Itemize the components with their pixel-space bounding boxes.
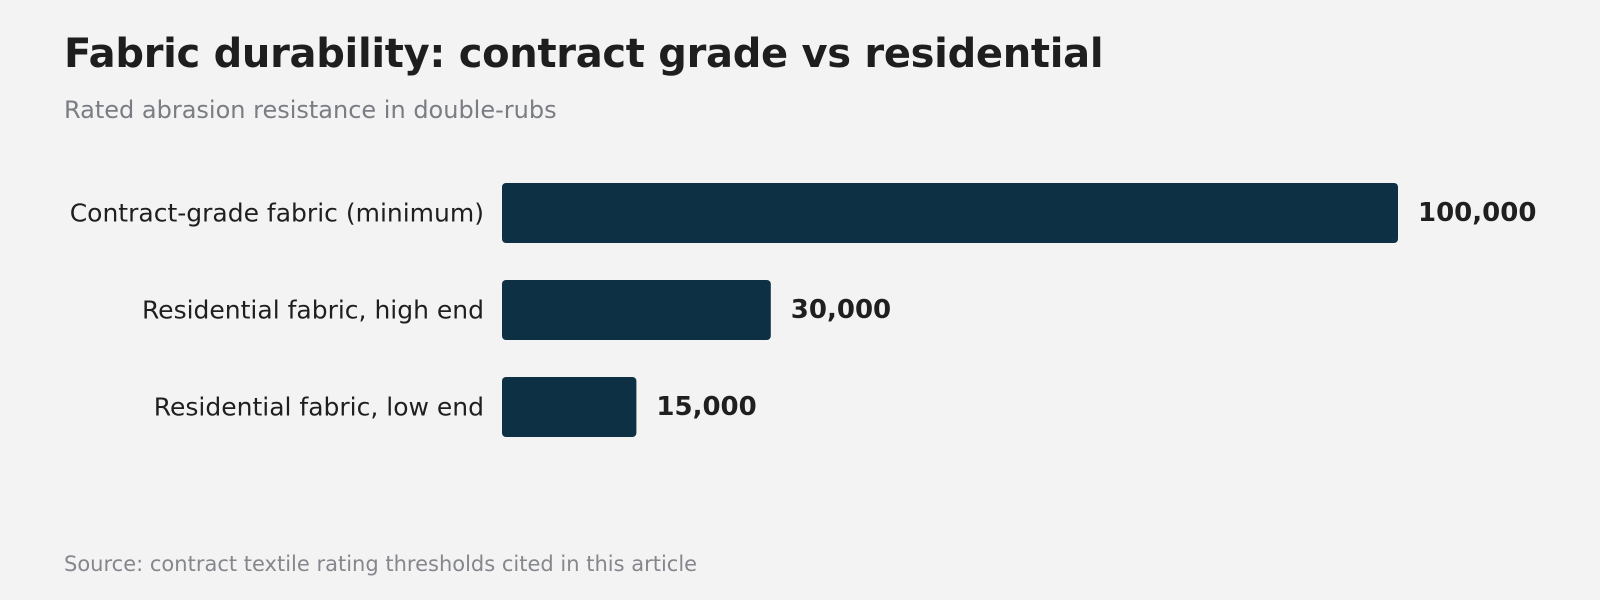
value-label: 30,000 bbox=[791, 295, 891, 325]
bar bbox=[502, 377, 637, 437]
value-label: 100,000 bbox=[1418, 198, 1536, 228]
bar-row: Contract-grade fabric (minimum) 100,000 bbox=[70, 183, 1536, 243]
bar bbox=[502, 280, 771, 340]
category-label: Residential fabric, low end bbox=[154, 393, 484, 422]
bar-row: Residential fabric, high end 30,000 bbox=[142, 280, 891, 340]
bar-row: Residential fabric, low end 15,000 bbox=[154, 377, 757, 437]
chart-subtitle: Rated abrasion resistance in double-rubs bbox=[64, 96, 557, 124]
category-label: Contract-grade fabric (minimum) bbox=[70, 199, 484, 228]
chart-title: Fabric durability: contract grade vs res… bbox=[64, 31, 1104, 77]
value-label: 15,000 bbox=[656, 392, 756, 422]
source-note: Source: contract textile rating threshol… bbox=[64, 552, 698, 576]
category-label: Residential fabric, high end bbox=[142, 296, 484, 325]
bar bbox=[502, 183, 1398, 243]
chart-rows: Contract-grade fabric (minimum) 100,000 Re… bbox=[70, 183, 1536, 437]
